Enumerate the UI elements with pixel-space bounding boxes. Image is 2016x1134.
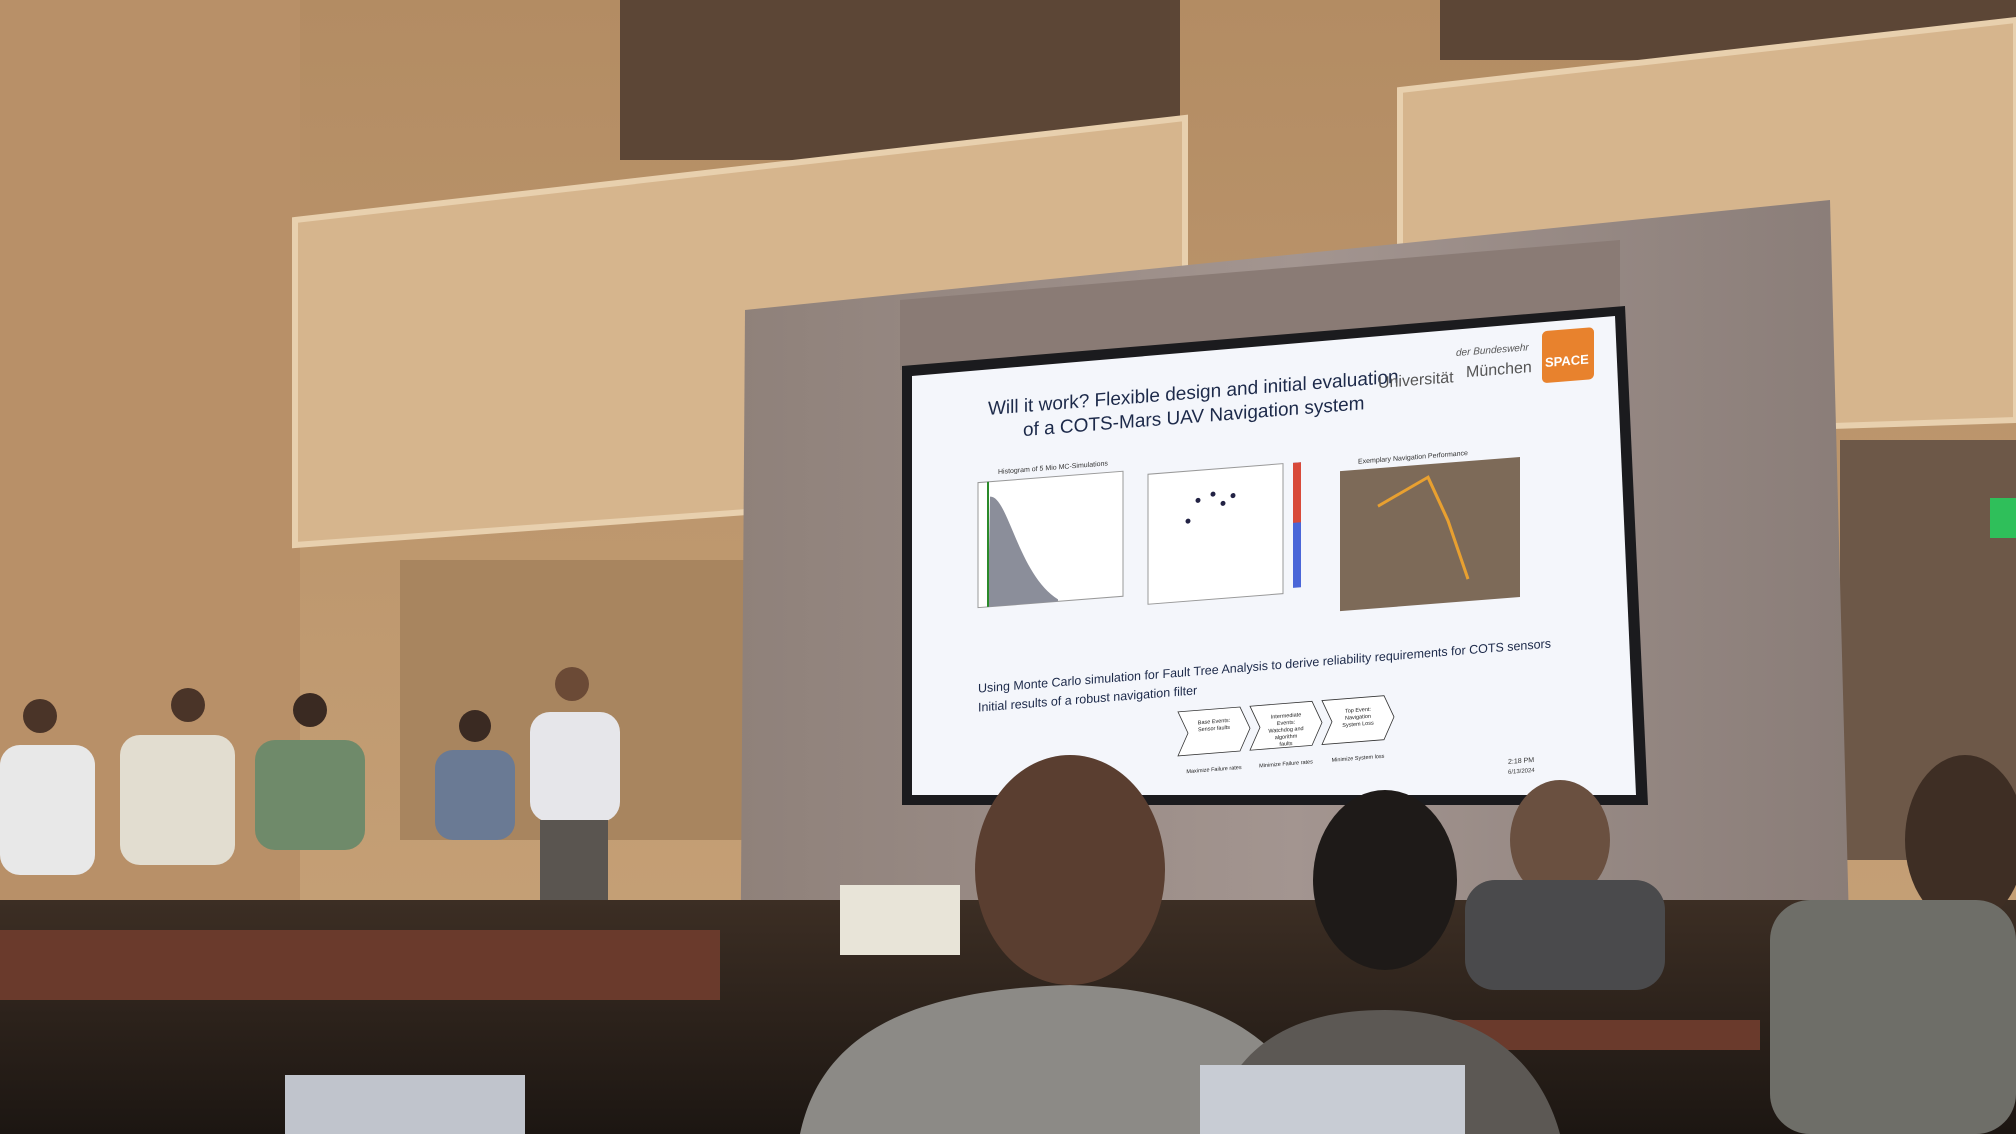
colorbar — [1293, 462, 1301, 523]
flow-box-label: IntermediateEvents:Watchdog andalgorithm… — [1268, 712, 1303, 749]
audience-head — [1905, 755, 2016, 925]
flow-below-label: Minimize Failure rates — [1259, 759, 1313, 769]
flow-box — [1321, 695, 1395, 746]
flow-box — [1177, 706, 1251, 757]
head — [23, 699, 57, 733]
head — [293, 693, 327, 727]
scatter-point — [1210, 491, 1216, 497]
scatter-point — [1185, 518, 1191, 524]
body — [255, 740, 365, 850]
audience-body — [1770, 900, 2016, 1134]
scatter-point — [1230, 493, 1236, 499]
logo: SPACE — [1545, 352, 1589, 370]
flow-below-label: Maximize Failure rates — [1186, 765, 1241, 775]
head — [459, 710, 491, 742]
projector — [840, 885, 960, 955]
map-track — [1377, 475, 1470, 580]
map — [1340, 456, 1520, 612]
audience-body — [800, 985, 1320, 1134]
audience-head — [1510, 780, 1610, 900]
exit-sign — [1990, 498, 2016, 538]
head — [171, 688, 205, 722]
flow-box-label: Top Event:NavigationSystem Loss — [1342, 706, 1374, 728]
university: Universität — [1378, 368, 1454, 392]
table — [0, 930, 720, 1000]
audience-head — [1313, 790, 1457, 970]
taskbar-date: 6/13/2024 — [1508, 768, 1535, 776]
flow-box-label: Base Events:Sensor faults — [1198, 718, 1231, 734]
laptop — [1200, 1065, 1465, 1134]
scatter-point — [1195, 497, 1201, 503]
head — [555, 667, 589, 701]
flow-below-label: Minimize System loss — [1332, 754, 1385, 764]
flow: Base Events:Sensor faults Maximize Failur… — [1177, 695, 1395, 775]
body — [530, 712, 620, 822]
flow-box — [1249, 700, 1323, 751]
body — [435, 750, 515, 840]
taskbar-time: 2:18 PM — [1508, 757, 1534, 766]
laptop — [285, 1075, 525, 1134]
audience-head — [975, 755, 1165, 985]
body — [120, 735, 235, 865]
plot-frame — [1147, 463, 1284, 605]
body — [0, 745, 95, 875]
histogram-shape — [988, 496, 1058, 607]
audience-body — [1465, 880, 1665, 990]
city: München — [1466, 358, 1532, 381]
table — [1450, 1020, 1760, 1050]
people — [0, 667, 620, 940]
logo-box — [1542, 327, 1594, 383]
scatter-point — [1220, 500, 1226, 506]
